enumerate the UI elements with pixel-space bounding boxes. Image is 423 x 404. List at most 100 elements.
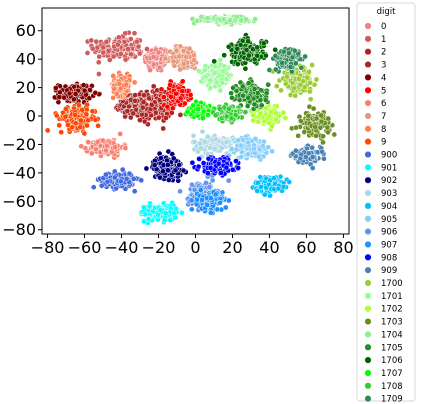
data-point-908	[204, 170, 211, 176]
data-point-1707	[200, 115, 206, 121]
legend-label-904: 904	[381, 202, 397, 212]
data-point-1705	[239, 83, 246, 90]
data-point-1707	[195, 106, 202, 112]
legend-label-1706: 1706	[381, 356, 403, 366]
data-point-9	[76, 102, 82, 108]
data-point-1	[106, 57, 113, 63]
data-point-902	[172, 167, 179, 174]
data-point-902	[164, 162, 171, 168]
data-point-6	[99, 137, 106, 144]
data-point-9	[78, 117, 84, 124]
data-point-1700	[304, 74, 311, 81]
data-point-7	[177, 66, 183, 73]
data-point-901	[167, 217, 174, 223]
data-point-1700	[278, 87, 284, 94]
data-point-1706	[225, 43, 232, 50]
x-tick-label: 20	[222, 238, 242, 257]
data-point-1	[127, 36, 134, 42]
legend-marker-6	[364, 99, 372, 107]
data-point-1700	[282, 80, 289, 87]
data-point-1705	[257, 97, 264, 104]
data-point-907	[188, 206, 195, 213]
data-point-902	[158, 155, 164, 161]
data-point-9	[83, 111, 90, 118]
data-point-3	[132, 97, 138, 104]
legend-marker-1708	[364, 382, 372, 390]
data-point-1705	[262, 97, 269, 104]
data-point-3	[141, 92, 147, 99]
legend-marker-1700	[364, 279, 372, 287]
data-point-908	[207, 165, 214, 171]
data-point-1	[144, 46, 150, 52]
data-point-3	[127, 114, 134, 121]
legend-marker-9	[364, 138, 372, 146]
data-point-1	[125, 46, 131, 52]
data-point-902	[151, 162, 158, 169]
data-point-902	[157, 174, 163, 181]
y-tick-label: −60	[2, 192, 36, 211]
data-point-1707	[205, 112, 211, 118]
data-point-903	[191, 138, 198, 145]
data-point-1701	[217, 87, 224, 94]
data-point-907	[188, 197, 195, 204]
data-point-1707	[200, 108, 207, 115]
data-point-907	[212, 191, 219, 198]
data-point-1	[100, 44, 107, 51]
data-point-1703	[293, 124, 299, 131]
data-point-1	[136, 50, 143, 57]
data-point-904	[258, 183, 264, 190]
data-point-6	[112, 144, 118, 151]
data-point-1703	[313, 115, 320, 122]
legend-marker-1707	[364, 369, 372, 377]
legend-marker-3	[364, 61, 372, 69]
data-point-909	[297, 155, 304, 162]
data-point-0	[147, 67, 153, 73]
data-point-1705	[258, 102, 265, 109]
data-point-1708	[216, 105, 223, 112]
data-point-1703	[313, 132, 319, 139]
legend-marker-2	[364, 48, 372, 56]
data-point-907	[225, 197, 232, 204]
data-point-907	[193, 201, 200, 208]
data-point-1709	[266, 67, 273, 73]
data-point-1704	[194, 17, 200, 24]
data-point-1702	[266, 119, 272, 126]
data-point-900	[111, 174, 118, 181]
data-point-9	[79, 106, 86, 113]
data-point-4	[56, 94, 63, 101]
data-point-1700	[307, 96, 314, 103]
data-point-900	[104, 178, 111, 185]
legend-label-9: 9	[381, 138, 386, 148]
data-point-1708	[242, 109, 249, 115]
data-point-903	[199, 128, 206, 135]
legend-label-1707: 1707	[381, 369, 403, 379]
data-point-5	[169, 105, 176, 112]
data-point-1701	[202, 67, 208, 74]
data-point-6	[103, 147, 109, 154]
x-axis: −80 −60 −40 −20 0 20 40 60 80	[31, 234, 354, 257]
legend-marker-4	[364, 73, 372, 81]
data-point-1703	[305, 113, 312, 119]
data-point-900	[131, 188, 138, 195]
data-point-6	[117, 131, 124, 137]
data-point-7	[191, 57, 197, 63]
data-point-904	[271, 175, 277, 181]
data-point-9	[89, 108, 96, 115]
y-tick-label: −20	[2, 135, 36, 154]
data-point-1706	[245, 38, 251, 45]
legend-label-4: 4	[381, 73, 386, 83]
data-point-1706	[254, 44, 261, 51]
legend-marker-7	[364, 112, 372, 120]
y-tick-label: 0	[26, 107, 36, 126]
data-point-1702	[273, 110, 279, 117]
data-point-909	[309, 165, 316, 171]
data-point-1709	[279, 60, 286, 66]
legend-marker-0	[364, 22, 372, 30]
data-point-901	[173, 206, 179, 212]
data-point-1703	[325, 115, 332, 122]
data-point-1709	[280, 48, 287, 55]
data-point-1701	[213, 79, 220, 86]
legend-label-2: 2	[381, 48, 386, 58]
data-point-5	[173, 90, 179, 97]
data-point-4	[80, 82, 87, 89]
